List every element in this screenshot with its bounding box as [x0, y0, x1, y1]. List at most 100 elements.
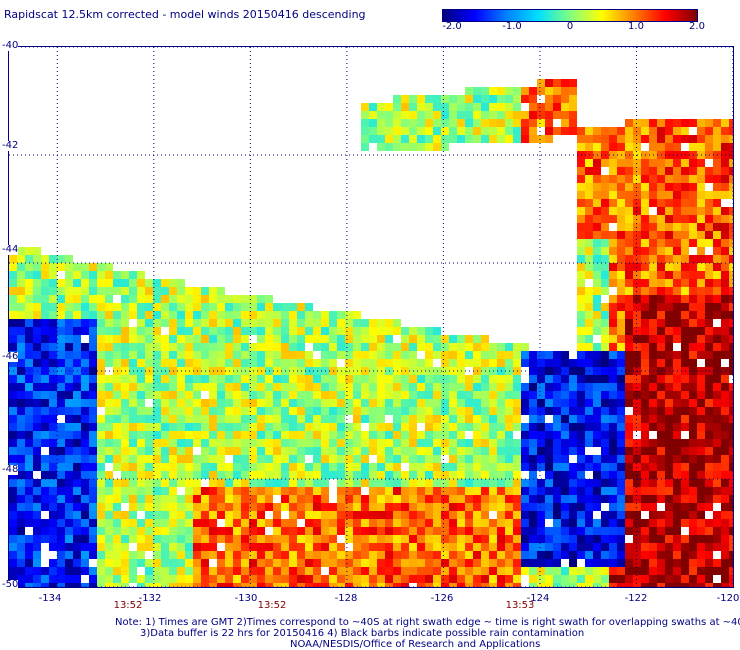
data-cell	[625, 319, 633, 327]
data-cell	[233, 311, 241, 319]
data-cell	[233, 295, 241, 303]
data-cell	[729, 143, 733, 151]
data-cell	[433, 95, 441, 103]
data-cell	[673, 143, 681, 151]
data-cell	[9, 255, 17, 263]
data-cell	[161, 399, 169, 407]
data-cell	[345, 519, 353, 527]
data-cell	[41, 415, 49, 423]
data-cell	[673, 439, 681, 447]
data-cell	[57, 431, 65, 439]
data-cell	[689, 343, 697, 351]
data-cell	[625, 175, 633, 183]
data-cell	[177, 543, 185, 551]
data-cell	[433, 439, 441, 447]
data-cell	[521, 127, 529, 135]
data-cell	[409, 119, 417, 127]
data-cell	[521, 391, 529, 399]
data-cell	[609, 167, 617, 175]
data-cell	[121, 535, 129, 543]
data-cell	[65, 567, 73, 575]
data-cell	[681, 423, 689, 431]
data-cell	[705, 223, 713, 231]
data-cell	[713, 391, 721, 399]
data-cell	[609, 519, 617, 527]
data-cell	[297, 423, 305, 431]
data-cell	[697, 375, 705, 383]
data-cell	[65, 543, 73, 551]
data-cell	[409, 463, 417, 471]
data-cell	[449, 407, 457, 415]
data-cell	[73, 479, 81, 487]
data-cell	[209, 567, 217, 575]
data-cell	[473, 487, 481, 495]
data-cell	[289, 327, 297, 335]
data-cell	[57, 551, 65, 559]
data-cell	[409, 471, 417, 479]
data-cell	[577, 335, 585, 343]
data-cell	[233, 551, 241, 559]
data-cell	[417, 575, 425, 583]
data-cell	[697, 119, 705, 127]
data-cell	[625, 303, 633, 311]
data-cell	[89, 447, 97, 455]
data-cell	[233, 351, 241, 359]
data-cell	[409, 399, 417, 407]
data-cell	[185, 295, 193, 303]
data-cell	[225, 495, 233, 503]
data-cell	[457, 391, 465, 399]
data-cell	[585, 343, 593, 351]
data-cell	[689, 375, 697, 383]
data-cell	[489, 583, 497, 587]
data-cell	[393, 383, 401, 391]
data-cell	[665, 135, 673, 143]
data-cell	[609, 431, 617, 439]
data-cell	[305, 359, 313, 367]
data-cell	[649, 407, 657, 415]
data-cell	[97, 319, 105, 327]
data-cell	[649, 439, 657, 447]
data-cell	[81, 487, 89, 495]
data-cell	[265, 535, 273, 543]
data-cell	[593, 575, 601, 583]
data-cell	[81, 279, 89, 287]
data-cell	[633, 527, 641, 535]
data-cell	[705, 143, 713, 151]
data-cell	[201, 375, 209, 383]
data-cell	[265, 463, 273, 471]
data-cell	[257, 343, 265, 351]
data-cell	[321, 503, 329, 511]
data-cell	[353, 471, 361, 479]
data-cell	[65, 327, 73, 335]
data-cell	[73, 303, 81, 311]
data-cell	[129, 559, 137, 567]
data-cell	[593, 567, 601, 575]
data-cell	[321, 583, 329, 587]
data-cell	[569, 479, 577, 487]
data-cell	[249, 479, 257, 487]
data-cell	[249, 519, 257, 527]
data-cell	[233, 319, 241, 327]
data-cell	[561, 543, 569, 551]
data-cell	[425, 407, 433, 415]
data-cell	[89, 383, 97, 391]
data-cell	[649, 279, 657, 287]
data-cell	[649, 287, 657, 295]
data-cell	[361, 535, 369, 543]
data-cell	[49, 303, 57, 311]
data-cell	[705, 391, 713, 399]
data-cell	[209, 319, 217, 327]
data-cell	[697, 191, 705, 199]
data-cell	[513, 479, 521, 487]
data-cell	[641, 575, 649, 583]
data-cell	[89, 335, 97, 343]
data-cell	[113, 279, 121, 287]
data-cell	[305, 407, 313, 415]
data-cell	[385, 575, 393, 583]
data-cell	[537, 543, 545, 551]
data-cell	[305, 431, 313, 439]
data-cell	[729, 575, 733, 583]
data-cell	[489, 487, 497, 495]
data-cell	[569, 391, 577, 399]
data-cell	[697, 551, 705, 559]
